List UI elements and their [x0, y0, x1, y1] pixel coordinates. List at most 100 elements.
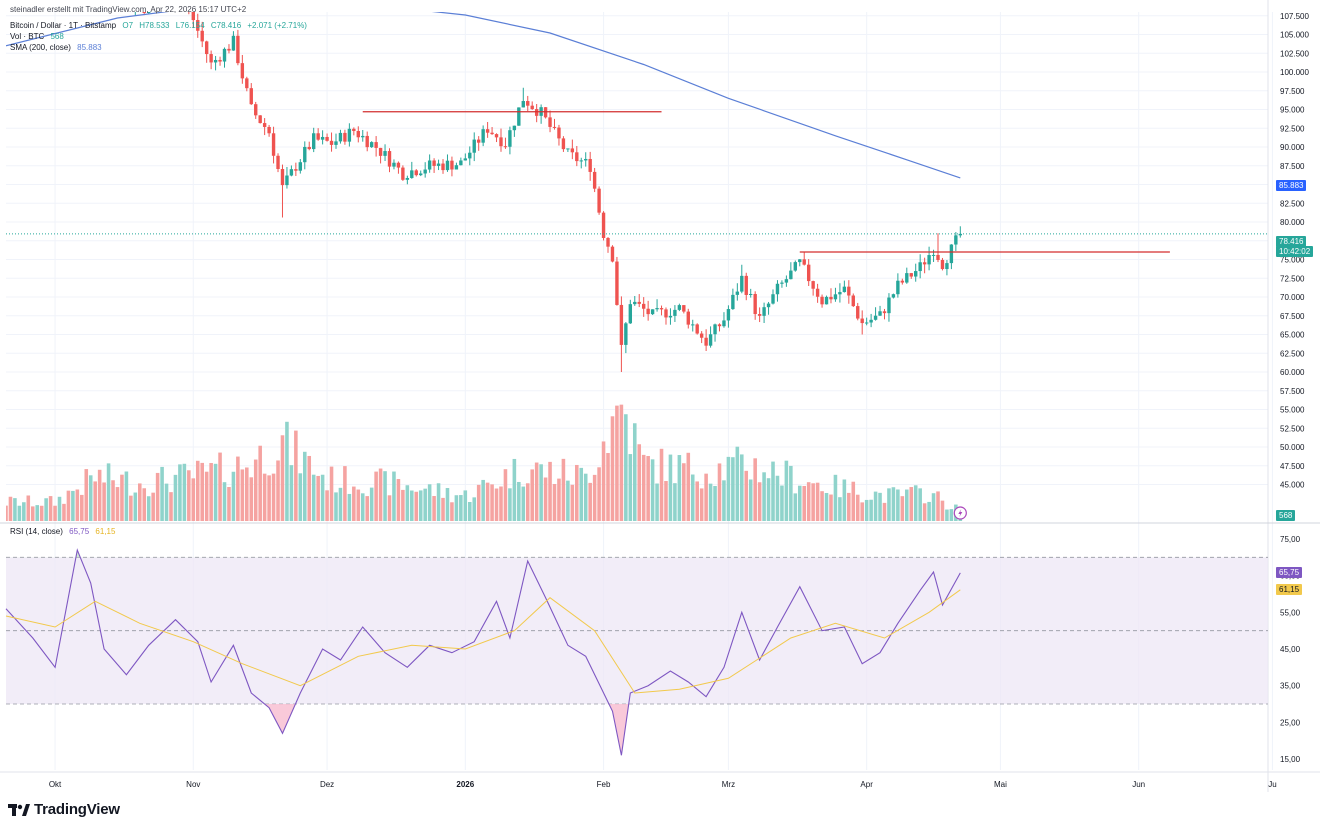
candle-body: [116, 0, 119, 1]
price-tick-label: 65.000: [1280, 331, 1305, 340]
candle-body: [570, 148, 575, 153]
volume-bar: [137, 483, 142, 521]
candle-body: [267, 126, 271, 134]
volume-bar: [637, 444, 642, 521]
candle-body: [659, 308, 664, 310]
candle-body: [508, 130, 512, 147]
candle-body: [931, 254, 936, 256]
time-tick-label: 2026: [456, 780, 474, 789]
candle-body: [945, 263, 949, 270]
volume-bar: [423, 488, 427, 521]
rsi-pane: [5, 548, 961, 756]
volume-bar: [173, 474, 178, 521]
candle-body: [619, 304, 624, 345]
price-tick-label: 50.000: [1280, 443, 1305, 452]
volume-bar: [744, 470, 749, 521]
volume-bar: [191, 478, 196, 521]
volume-bar: [383, 471, 387, 521]
price-tick-label: 75.000: [1280, 256, 1305, 265]
price-tick-label: 52.500: [1280, 424, 1305, 433]
candle-body: [673, 309, 677, 316]
candle-body: [289, 169, 294, 176]
price-tick-label: 62.500: [1280, 349, 1305, 358]
volume-bar: [356, 489, 361, 521]
volume-bar: [120, 474, 124, 521]
rsi-tick-label: 35,00: [1280, 682, 1301, 691]
candle-body: [655, 308, 659, 310]
candle-body: [285, 175, 289, 186]
volume-bar: [410, 490, 414, 521]
price-tick-label: 57.500: [1280, 387, 1305, 396]
volume-bar: [236, 456, 240, 521]
lightning-icon-glyph: [958, 509, 963, 517]
volume-value: 568: [50, 32, 64, 41]
candle-body: [749, 293, 753, 295]
price-tick-label: 55.000: [1280, 406, 1305, 415]
volume-bar: [187, 470, 191, 521]
price-tick-label: 105.000: [1280, 31, 1309, 40]
volume-bar: [369, 487, 374, 521]
volume-bar: [450, 502, 454, 521]
ohlc-close: C78.416: [210, 21, 242, 30]
candle-body: [650, 309, 655, 315]
rsi-tick-label: 55,00: [1280, 608, 1301, 617]
candle-body: [485, 129, 490, 133]
volume-bar: [316, 475, 320, 521]
candle-body: [610, 246, 615, 262]
candle-body: [445, 160, 450, 171]
volume-bar: [842, 479, 847, 521]
candle-body: [534, 109, 539, 116]
candle-body: [476, 139, 481, 143]
volume-bar: [771, 461, 775, 521]
candle-body: [887, 297, 891, 314]
volume-bar: [106, 463, 111, 521]
tradingview-brand: TradingView: [8, 801, 120, 818]
candle-body: [521, 101, 525, 108]
candle-body: [833, 294, 838, 300]
candle-body: [209, 54, 213, 63]
volume-bar: [905, 489, 909, 521]
candle-body: [699, 333, 704, 338]
volume-bar: [298, 473, 303, 521]
volume-bar: [329, 466, 334, 521]
rsi-badge: 65,75: [1276, 567, 1303, 578]
volume-bar: [13, 498, 17, 521]
volume-bar: [129, 495, 133, 521]
candle-body: [517, 107, 521, 126]
volume-bar: [588, 482, 592, 521]
volume-bar: [775, 475, 780, 521]
volume-bar: [142, 488, 147, 521]
candle-body: [280, 169, 285, 186]
volume-bar: [22, 502, 26, 521]
volume-bar: [481, 479, 485, 521]
volume-bar: [646, 456, 650, 521]
volume-bar: [682, 463, 686, 521]
volume-bar: [66, 490, 71, 521]
candle-body: [940, 259, 945, 270]
candle-body: [668, 315, 673, 318]
candle-body: [664, 309, 668, 318]
time-tick-label: Mrz: [722, 780, 735, 789]
candle-body: [954, 235, 958, 245]
volume-bar: [258, 445, 262, 521]
candle-body: [579, 160, 583, 162]
candle-body: [463, 158, 468, 161]
volume-bar: [6, 505, 8, 521]
volume-bar: [401, 489, 405, 521]
candle-body: [766, 303, 771, 308]
volume-bar: [467, 502, 472, 521]
candle-body: [780, 282, 784, 284]
volume-bar: [285, 421, 289, 521]
volume-bar: [936, 491, 940, 521]
price-tick-label: 87.500: [1280, 162, 1305, 171]
volume-bar: [534, 462, 539, 521]
volume-bar: [280, 435, 285, 521]
sma-label: SMA (200, close): [10, 43, 71, 52]
volume-bar: [494, 488, 499, 521]
volume-bar: [35, 505, 39, 521]
volume-bar: [851, 481, 856, 521]
price-tick-label: 102.500: [1280, 49, 1309, 58]
volume-bar: [267, 475, 271, 521]
volume-bar: [579, 467, 584, 521]
